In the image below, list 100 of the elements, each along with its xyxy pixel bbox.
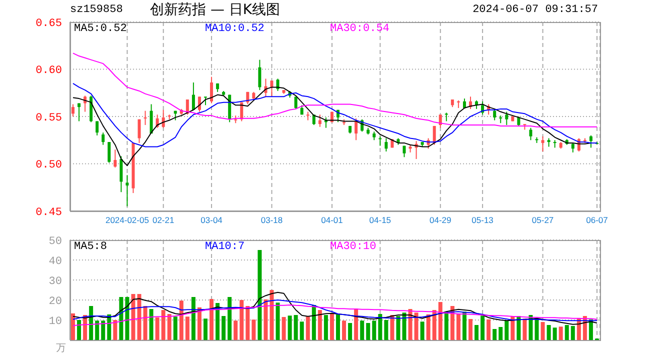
text: MA30:10: [330, 241, 376, 253]
x-tick-label: 04-29: [430, 215, 452, 225]
bar: [372, 320, 376, 340]
candlestick: [505, 111, 508, 126]
bar: [179, 300, 184, 340]
candlestick: [384, 138, 388, 152]
bar: [113, 320, 118, 340]
bar: [89, 306, 94, 340]
candlestick: [589, 134, 592, 148]
x-tick-label: 05-27: [532, 215, 554, 225]
bar: [143, 306, 148, 340]
bar: [240, 300, 244, 340]
x-tick-label: 02-21: [152, 215, 174, 225]
bar: [342, 320, 346, 340]
candlestick: [114, 149, 117, 168]
y-tick-label: 50: [48, 236, 62, 248]
candlestick: [102, 132, 105, 146]
line-series: [72, 300, 598, 322]
bar: [173, 316, 178, 340]
bar: [414, 312, 418, 340]
line-series: [72, 82, 598, 148]
y-tick-label: 0.65: [36, 18, 62, 30]
bar: [348, 323, 352, 340]
bar: [252, 320, 256, 340]
chart-subtitle: sz159858: [70, 4, 123, 16]
bar: [384, 320, 388, 340]
y-tick-label: 40: [48, 256, 62, 268]
bar: [306, 316, 310, 340]
bar: [282, 317, 286, 340]
bar: [588, 319, 593, 340]
x-tick-label: 03-04: [200, 215, 222, 225]
bar: [312, 305, 316, 340]
y-tick-label: 0.50: [36, 160, 62, 172]
bar: [408, 309, 412, 340]
bar: [402, 312, 406, 340]
candlestick: [192, 82, 195, 110]
bar: [318, 310, 322, 340]
text: MA10:0.52: [205, 23, 266, 35]
bar: [390, 315, 394, 340]
bar: [528, 315, 533, 340]
candlestick: [318, 114, 322, 128]
bar: [504, 320, 509, 340]
bar: [468, 319, 472, 340]
x-tick-label: 2024-02-05: [105, 215, 149, 225]
bar: [324, 315, 328, 340]
bar: [204, 318, 208, 340]
bar: [480, 316, 485, 340]
bar: [71, 313, 75, 340]
text: 2024-06-07 09:31:57: [472, 4, 598, 16]
candlestick: [270, 80, 274, 98]
candlestick: [138, 118, 141, 144]
bar: [161, 310, 166, 340]
line-series: [72, 304, 598, 326]
bar: [570, 326, 575, 340]
bar: [101, 320, 106, 340]
bar: [462, 312, 466, 340]
y-tick-label: 30: [48, 276, 62, 288]
bar: [546, 325, 551, 340]
bar: [492, 329, 497, 340]
bar: [366, 323, 370, 340]
candlestick: [198, 96, 201, 112]
candlestick: [120, 156, 123, 193]
bar: [444, 313, 448, 340]
x-tick-label: 06-07: [586, 215, 608, 225]
candlestick: [438, 114, 442, 128]
candlestick: [378, 136, 382, 146]
candlestick: [571, 142, 574, 153]
bar: [432, 310, 436, 340]
candlestick: [108, 142, 111, 164]
bar: [137, 294, 142, 340]
text: MA5:8: [74, 241, 108, 253]
y-tick-label: 0.55: [36, 112, 62, 124]
bar: [426, 314, 430, 340]
candlestick: [144, 110, 147, 126]
bar: [191, 297, 196, 340]
bar: [540, 322, 545, 340]
bar: [246, 306, 250, 340]
candlestick: [517, 116, 520, 126]
y-tick-label: 0.60: [36, 65, 62, 78]
x-tick-label: 05-13: [472, 215, 494, 225]
bar: [336, 314, 340, 340]
bar: [438, 302, 442, 340]
bar: [77, 320, 82, 340]
candlestick: [78, 102, 81, 122]
bar: [288, 316, 292, 340]
y-axis-title: 万: [56, 342, 66, 355]
x-tick-label: 03-18: [260, 215, 283, 225]
bar: [222, 316, 226, 340]
bar: [564, 325, 569, 340]
bar: [270, 290, 274, 340]
candlestick: [84, 95, 87, 112]
bar: [258, 250, 262, 340]
line-series: [72, 292, 598, 325]
bar: [125, 297, 130, 340]
bar: [276, 302, 280, 340]
y-tick-label: 10: [48, 316, 62, 328]
bar: [95, 320, 100, 340]
bar: [185, 316, 190, 340]
text: MA10:7: [205, 241, 246, 253]
chart-title: 创新药指 — 日K线图: [150, 1, 280, 19]
